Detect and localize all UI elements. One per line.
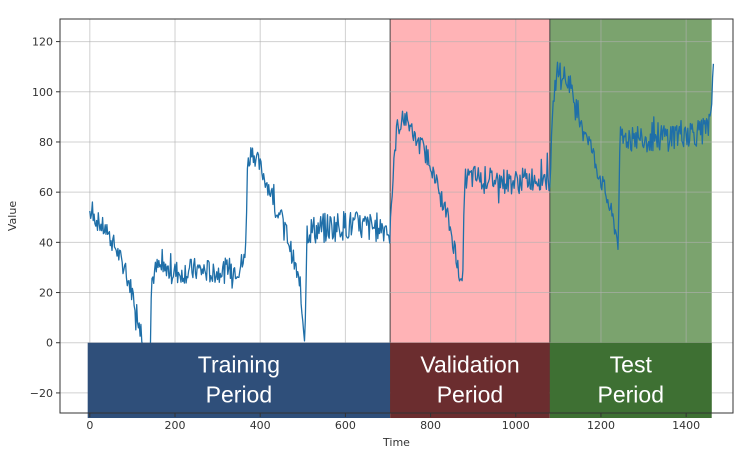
period-label-box <box>390 342 550 419</box>
x-tick-label: 1400 <box>672 419 700 432</box>
x-tick-label: 1200 <box>587 419 615 432</box>
period-label-box <box>87 342 391 419</box>
y-tick-label: 0 <box>46 337 53 350</box>
y-tick-label: 20 <box>39 287 53 300</box>
period-label-line1: Test <box>610 352 653 378</box>
x-tick-label: 400 <box>250 419 271 432</box>
period-label-line2: Period <box>206 382 272 408</box>
y-tick-label: 60 <box>39 186 53 199</box>
period-labels: Training Period Validation Period Test Period <box>87 342 712 419</box>
x-tick-label: 1000 <box>502 419 530 432</box>
period-label-box <box>549 342 712 419</box>
x-axis-label: Time <box>382 436 410 449</box>
y-tick-label: −20 <box>30 387 53 400</box>
period-label-line2: Period <box>598 382 664 408</box>
series-line <box>89 61 715 390</box>
period-label-line1: Training <box>198 352 280 378</box>
data-series <box>89 61 715 390</box>
period-label-line1: Validation <box>420 352 519 378</box>
y-tick-label: 120 <box>32 36 53 49</box>
y-axis-label: Value <box>6 201 19 231</box>
x-tick-label: 200 <box>165 419 186 432</box>
y-tick-label: 80 <box>39 136 53 149</box>
x-tick-label: 800 <box>420 419 441 432</box>
period-label-line2: Period <box>437 382 503 408</box>
y-tick-label: 40 <box>39 236 53 249</box>
x-tick-label: 600 <box>335 419 356 432</box>
axis-ticks: 0 200 400 600 800 1000 1200 1400 −20 0 20 40 60 80 100… <box>30 36 700 432</box>
y-tick-label: 100 <box>32 86 53 99</box>
period-bands <box>389 19 712 413</box>
x-tick-label: 0 <box>86 419 93 432</box>
plot-frame <box>59 18 734 414</box>
